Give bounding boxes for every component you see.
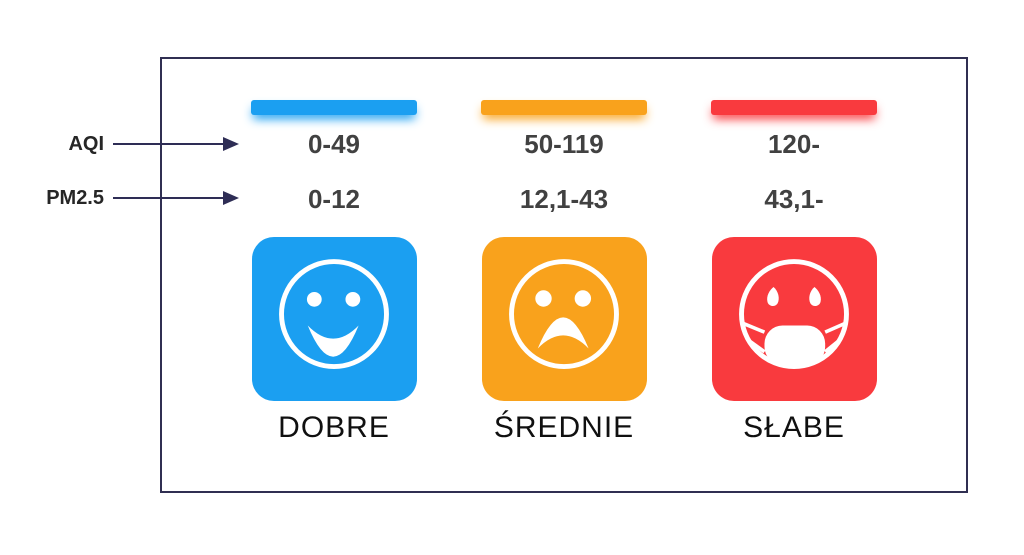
category-column-medium: 50-119 12,1-43 ŚREDNIE bbox=[481, 59, 647, 491]
quality-bar-medium bbox=[481, 100, 647, 115]
category-label: SŁABE bbox=[743, 411, 845, 444]
pm25-range-value: 12,1-43 bbox=[519, 184, 609, 214]
aqi-arrowhead-icon bbox=[223, 137, 239, 151]
pm25-arrow-line bbox=[113, 197, 225, 199]
aqi-range-value: 120- bbox=[767, 129, 821, 159]
pm25-range-value: 0-12 bbox=[307, 184, 361, 214]
mask-face-icon bbox=[739, 259, 849, 370]
quality-bar-poor bbox=[711, 100, 877, 115]
aqi-axis-label: AQI bbox=[68, 133, 104, 155]
category-label: ŚREDNIE bbox=[493, 411, 635, 444]
smile-face-icon bbox=[279, 259, 389, 370]
aqi-arrow bbox=[113, 137, 239, 151]
category-label: DOBRE bbox=[278, 411, 390, 444]
aqi-range-value: 50-119 bbox=[524, 129, 604, 159]
pm25-range-value: 43,1- bbox=[764, 184, 824, 214]
face-tile-medium bbox=[481, 237, 647, 401]
category-column-good: 0-49 0-12 DOBRE bbox=[251, 59, 417, 491]
legend-frame: 0-49 0-12 DOBRE 50-119 12,1-43 ŚREDNIE bbox=[160, 57, 968, 493]
aqi-arrow-line bbox=[113, 143, 225, 145]
pm25-axis-label: PM2.5 bbox=[46, 187, 104, 209]
pm25-arrowhead-icon bbox=[223, 191, 239, 205]
aqi-range-value: 0-49 bbox=[307, 129, 361, 159]
quality-bar-good bbox=[251, 100, 417, 115]
category-column-poor: 120- 43,1- SŁABE bbox=[711, 59, 877, 491]
frown-face-icon bbox=[509, 259, 619, 370]
face-tile-good bbox=[251, 237, 417, 401]
face-tile-poor bbox=[711, 237, 877, 401]
pm25-arrow bbox=[113, 191, 239, 205]
